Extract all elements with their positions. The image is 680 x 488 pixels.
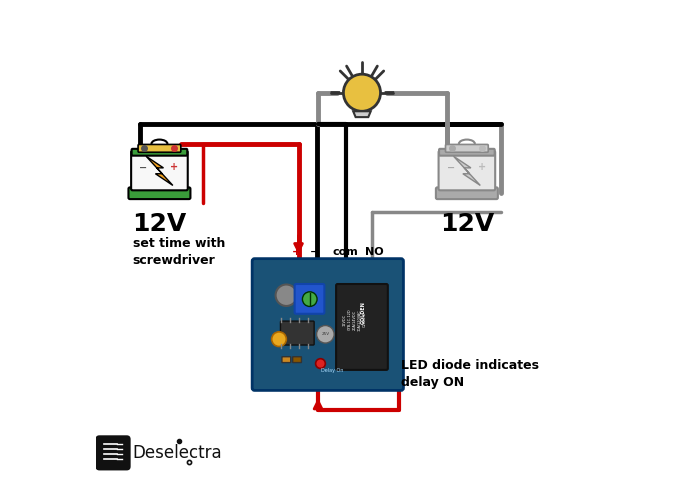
FancyBboxPatch shape [280,321,314,345]
FancyBboxPatch shape [336,284,388,370]
Text: −: − [382,85,395,100]
FancyBboxPatch shape [132,149,187,156]
Circle shape [317,325,334,343]
Circle shape [343,74,381,111]
FancyBboxPatch shape [292,357,301,363]
FancyBboxPatch shape [436,187,498,199]
Text: +: + [171,163,179,172]
Text: +: + [478,163,486,172]
Circle shape [316,359,325,368]
Text: LED diode indicates
delay ON: LED diode indicates delay ON [401,359,539,388]
Text: set time with
screwdriver: set time with screwdriver [133,237,225,266]
Text: +: + [292,247,301,257]
FancyBboxPatch shape [294,284,324,314]
Text: 12V: 12V [133,212,186,237]
FancyBboxPatch shape [129,187,190,199]
Circle shape [275,285,297,306]
FancyBboxPatch shape [252,259,403,390]
Text: NO: NO [365,247,384,257]
FancyBboxPatch shape [282,357,291,363]
Text: Delay On: Delay On [322,368,344,373]
Text: −: − [310,247,320,257]
Text: com: com [333,247,359,257]
Text: −: − [447,163,455,172]
Polygon shape [454,156,480,185]
Circle shape [303,292,317,306]
FancyBboxPatch shape [445,144,488,152]
FancyBboxPatch shape [138,144,181,152]
FancyBboxPatch shape [131,151,188,190]
Polygon shape [146,156,173,185]
Circle shape [272,332,286,346]
FancyBboxPatch shape [439,151,495,190]
Text: GOLDEN: GOLDEN [360,301,365,324]
Polygon shape [353,111,371,117]
FancyBboxPatch shape [439,149,494,156]
Text: −: − [139,163,148,172]
Text: 12VDC
GYB-1C-12D
20A/14VDC
10A/120VAC
C2022-D: 12VDC GYB-1C-12D 20A/14VDC 10A/120VAC C2… [343,309,367,330]
Text: 25V: 25V [321,332,329,336]
Text: −: − [328,85,341,100]
FancyBboxPatch shape [95,435,131,470]
Text: Deselectra: Deselectra [133,444,222,462]
Text: 12V: 12V [440,212,494,237]
